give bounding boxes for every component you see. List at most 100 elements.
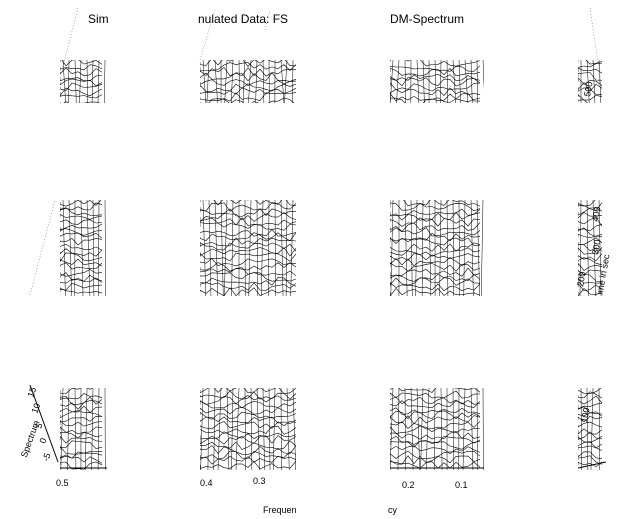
wire — [578, 445, 603, 451]
wire — [578, 455, 603, 465]
surface-tile — [390, 60, 484, 103]
wire — [60, 451, 103, 459]
wire — [85, 388, 88, 470]
tick-label: 200 — [575, 271, 587, 288]
wire — [470, 388, 474, 470]
wire — [415, 200, 418, 296]
frame-line — [29, 199, 56, 296]
wire — [280, 200, 284, 296]
wire — [242, 60, 246, 103]
wire — [390, 60, 394, 103]
wire — [578, 247, 603, 255]
surface-tile — [390, 388, 484, 470]
wire — [390, 77, 481, 87]
frame-line — [589, 7, 603, 91]
wire — [598, 388, 601, 470]
wire — [410, 200, 413, 296]
wire — [79, 60, 82, 103]
wire — [578, 253, 603, 262]
wire — [586, 60, 590, 103]
wire — [80, 200, 84, 296]
wire — [220, 200, 224, 296]
wire — [60, 252, 103, 263]
wire — [200, 72, 296, 82]
wire — [200, 431, 296, 440]
wire — [231, 60, 234, 103]
wire — [390, 217, 481, 227]
wire — [390, 450, 481, 460]
wire — [446, 60, 448, 103]
wire — [578, 224, 603, 232]
wire — [262, 60, 265, 103]
surface-tile — [200, 60, 296, 103]
wire — [586, 200, 589, 296]
wire — [255, 60, 258, 103]
wire — [390, 60, 481, 67]
wire — [200, 416, 296, 425]
surface-tile — [60, 60, 106, 103]
wire — [200, 202, 296, 212]
wire — [470, 60, 473, 103]
wire — [410, 388, 414, 470]
wire — [224, 200, 228, 296]
wire — [60, 269, 103, 277]
title-fragment: nulated Data: FS — [198, 12, 288, 26]
wire — [482, 60, 484, 90]
wire — [200, 282, 296, 291]
wire — [598, 60, 602, 103]
wire — [214, 60, 218, 103]
tick-label: 400 — [590, 206, 602, 223]
surface-tile — [578, 60, 603, 103]
wire — [60, 272, 103, 282]
wire — [458, 200, 460, 296]
wire — [231, 388, 234, 470]
wire — [404, 60, 407, 103]
wire — [104, 60, 106, 103]
wire — [268, 388, 271, 470]
tick-label: 10 — [29, 402, 42, 415]
wire — [200, 200, 296, 206]
wire — [200, 92, 296, 102]
wire — [422, 60, 425, 103]
tick-label: -5 — [40, 452, 52, 463]
wire — [60, 446, 103, 455]
wire — [578, 441, 603, 449]
wire — [390, 92, 481, 102]
wire — [578, 451, 603, 459]
wire — [206, 60, 210, 103]
wire — [592, 60, 596, 103]
wire — [578, 62, 603, 68]
wire — [578, 273, 603, 282]
wire — [578, 67, 603, 74]
wire — [74, 388, 77, 470]
wire — [390, 388, 394, 470]
wire — [280, 60, 285, 103]
wire — [97, 388, 100, 470]
wire — [60, 94, 103, 99]
frame-line — [61, 7, 79, 71]
wire — [390, 87, 481, 97]
wire — [464, 60, 469, 103]
wire — [62, 200, 66, 296]
wire — [390, 410, 481, 420]
tick-label: 0.2 — [402, 480, 415, 490]
wire — [578, 82, 603, 92]
tick-label: 5 — [33, 422, 44, 430]
wire — [598, 200, 602, 296]
wire — [580, 388, 582, 470]
wire — [452, 60, 457, 103]
wire — [390, 440, 481, 450]
wire — [578, 72, 603, 81]
wire — [578, 237, 603, 246]
wire — [238, 60, 240, 103]
wire — [420, 388, 424, 470]
wire — [261, 200, 264, 296]
wire — [476, 200, 481, 296]
wire — [200, 83, 296, 92]
wire — [200, 460, 296, 470]
wire — [425, 388, 430, 470]
wire — [390, 400, 481, 409]
wire — [60, 435, 103, 444]
wire — [390, 242, 481, 252]
